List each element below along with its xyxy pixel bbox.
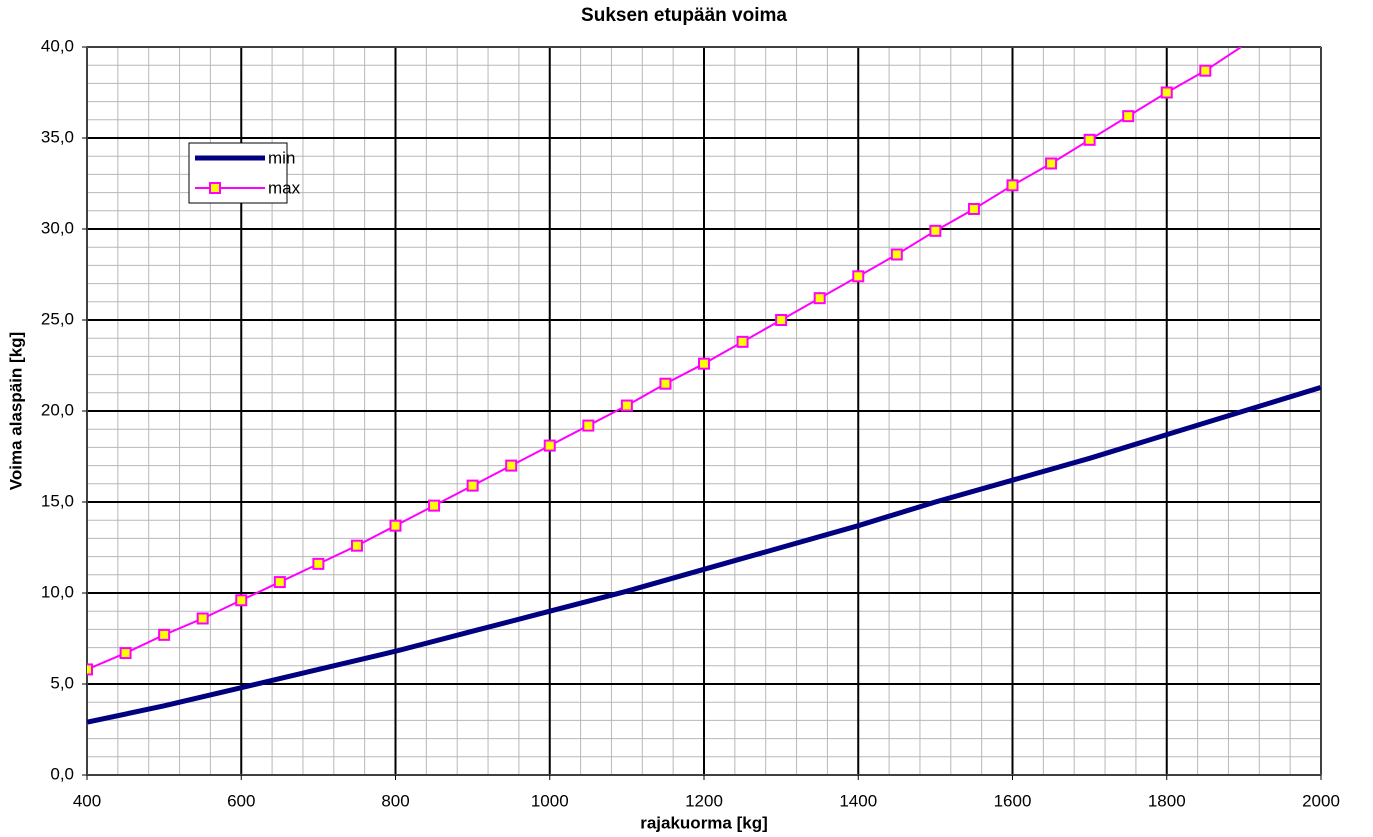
marker (1160, 86, 1173, 99)
y-tick-label: 15,0 (41, 491, 74, 510)
y-tick-label: 40,0 (41, 36, 74, 55)
marker (659, 377, 672, 390)
marker (852, 270, 865, 283)
chart-title: Suksen etupään voima (581, 5, 787, 26)
marker (929, 224, 942, 237)
y-axis-label: Voima alaspäin [kg] (6, 332, 25, 490)
legend: min max (188, 142, 301, 204)
y-tick-label: 10,0 (41, 582, 74, 601)
x-tick-label: 1200 (685, 791, 723, 810)
x-tick-label: 1600 (994, 791, 1032, 810)
marker (1199, 64, 1212, 77)
x-tick-label: 2000 (1302, 791, 1340, 810)
x-tick-label: 1400 (839, 791, 877, 810)
legend-label: min (268, 148, 295, 167)
x-tick-label: 1000 (531, 791, 569, 810)
marker (87, 663, 93, 676)
x-tick-label: 600 (227, 791, 255, 810)
marker (466, 479, 479, 492)
y-tick-label: 0,0 (50, 764, 74, 783)
grid (86, 46, 1322, 776)
marker (312, 557, 325, 570)
x-tick-label: 400 (73, 791, 101, 810)
marker (389, 519, 402, 532)
y-tick-label: 30,0 (41, 218, 74, 237)
marker (775, 314, 788, 326)
marker (1122, 110, 1135, 123)
marker (890, 248, 903, 261)
marker (1006, 179, 1019, 192)
marker (620, 399, 633, 412)
legend-label: max (268, 178, 301, 197)
y-tick-label: 25,0 (41, 309, 74, 328)
y-tick-label: 5,0 (50, 673, 74, 692)
marker (967, 202, 980, 215)
marker (736, 335, 749, 348)
marker (158, 628, 171, 641)
y-tick-label: 20,0 (41, 400, 74, 419)
x-tick-label: 800 (381, 791, 409, 810)
plot-area (87, 47, 1321, 725)
y-tick-label: 35,0 (41, 127, 74, 146)
marker (119, 647, 132, 660)
marker (582, 419, 595, 432)
marker (1083, 133, 1096, 146)
marker (273, 576, 286, 589)
legend-box (188, 142, 288, 204)
marker (196, 612, 209, 625)
x-axis-label: rajakuorma [kg] (640, 813, 768, 832)
marker (505, 459, 518, 472)
series-line (87, 384, 1321, 725)
marker (428, 499, 441, 512)
marker (235, 594, 248, 607)
marker (813, 292, 826, 305)
series-line (87, 47, 1243, 671)
legend-marker (209, 182, 221, 194)
marker (350, 539, 363, 552)
marker (1045, 157, 1058, 170)
x-tick-label: 1800 (1148, 791, 1186, 810)
marker (698, 357, 710, 370)
ticks: 0,0 5,0 10,0 15,0 20,0 25,0 30,0 35,0 40,0 400 600… (41, 36, 1340, 810)
marker (543, 439, 556, 452)
